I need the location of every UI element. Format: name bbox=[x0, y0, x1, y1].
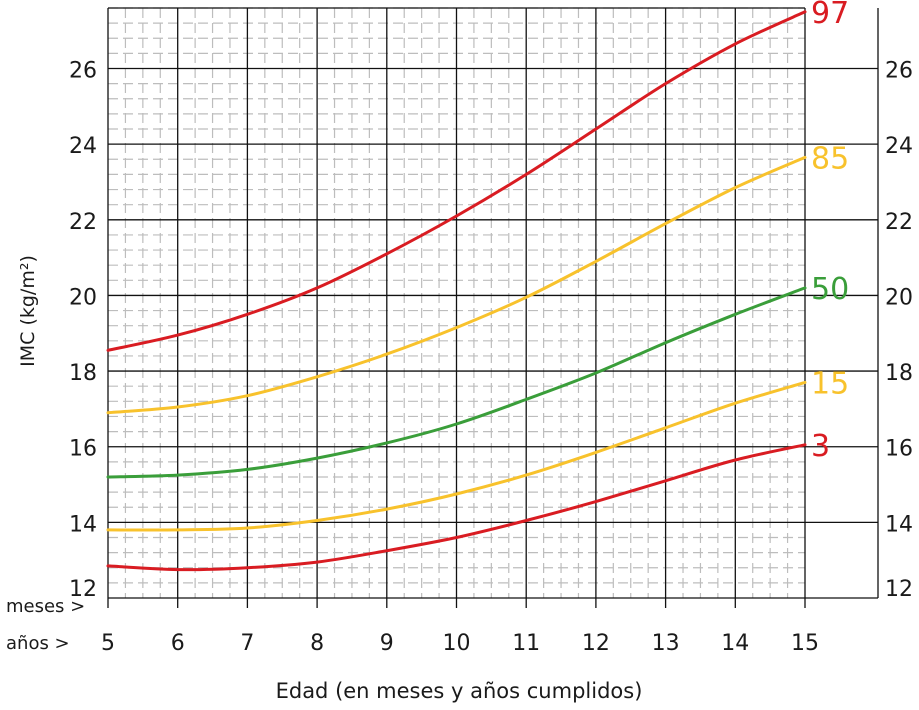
y-tick-label-right: 18 bbox=[885, 361, 913, 386]
x-tick-label: 8 bbox=[310, 631, 324, 656]
series-layer bbox=[106, 10, 807, 572]
x-tick-label: 10 bbox=[443, 631, 471, 656]
x-tick-label: 15 bbox=[791, 631, 819, 656]
x-tick-label: 5 bbox=[101, 631, 115, 656]
years-row-label: años > bbox=[6, 633, 70, 654]
y-axis-label: IMC (kg/m²) bbox=[17, 255, 39, 367]
x-tick-label: 12 bbox=[582, 631, 610, 656]
y-tick-label-right: 16 bbox=[885, 437, 913, 462]
x-axis-label: Edad (en meses y años cumplidos) bbox=[276, 679, 643, 703]
y-tick-label-right: 22 bbox=[885, 210, 913, 235]
y-tick-label-left: 16 bbox=[69, 437, 97, 462]
y-tick-label-right: 14 bbox=[885, 512, 913, 537]
series-line-p15 bbox=[106, 380, 807, 532]
x-tick-label: 7 bbox=[240, 631, 254, 656]
y-tick-label-left: 18 bbox=[69, 361, 97, 386]
x-tick-label: 11 bbox=[512, 631, 540, 656]
tick-labels: 5 6 7 8 9 10 11 12 13 14 15 12 12 14 14 16 16 18 18 20 20 22 2… bbox=[69, 59, 913, 656]
y-tick-label-right: 20 bbox=[885, 285, 913, 310]
series-line-p3 bbox=[106, 443, 807, 572]
y-tick-label-right: 24 bbox=[885, 134, 913, 159]
major-grid bbox=[107, 7, 879, 608]
percentile-label-85: 85 bbox=[811, 141, 849, 176]
percentile-label-50: 50 bbox=[811, 272, 849, 307]
months-row-label: meses > bbox=[6, 596, 85, 617]
x-tick-label: 13 bbox=[652, 631, 680, 656]
y-tick-label-left: 22 bbox=[69, 210, 97, 235]
x-tick-label: 6 bbox=[171, 631, 185, 656]
y-tick-label-left: 24 bbox=[69, 134, 97, 159]
series-line-p97 bbox=[106, 10, 807, 352]
percentile-label-15: 15 bbox=[811, 366, 849, 401]
y-tick-label-right: 12 bbox=[885, 577, 913, 602]
series-line-p85 bbox=[106, 155, 807, 415]
y-tick-label-left: 12 bbox=[69, 577, 97, 602]
percentile-label-97: 97 bbox=[811, 0, 849, 31]
x-tick-label: 9 bbox=[380, 631, 394, 656]
y-tick-label-left: 26 bbox=[69, 59, 97, 84]
percentile-label-3: 3 bbox=[811, 429, 830, 464]
y-tick-label-left: 20 bbox=[69, 285, 97, 310]
percentile-labels: 97 85 50 15 3 bbox=[811, 0, 849, 464]
x-tick-label: 14 bbox=[721, 631, 749, 656]
y-tick-label-right: 26 bbox=[885, 59, 913, 84]
series-line-p50 bbox=[106, 286, 807, 479]
y-tick-label-left: 14 bbox=[69, 512, 97, 537]
